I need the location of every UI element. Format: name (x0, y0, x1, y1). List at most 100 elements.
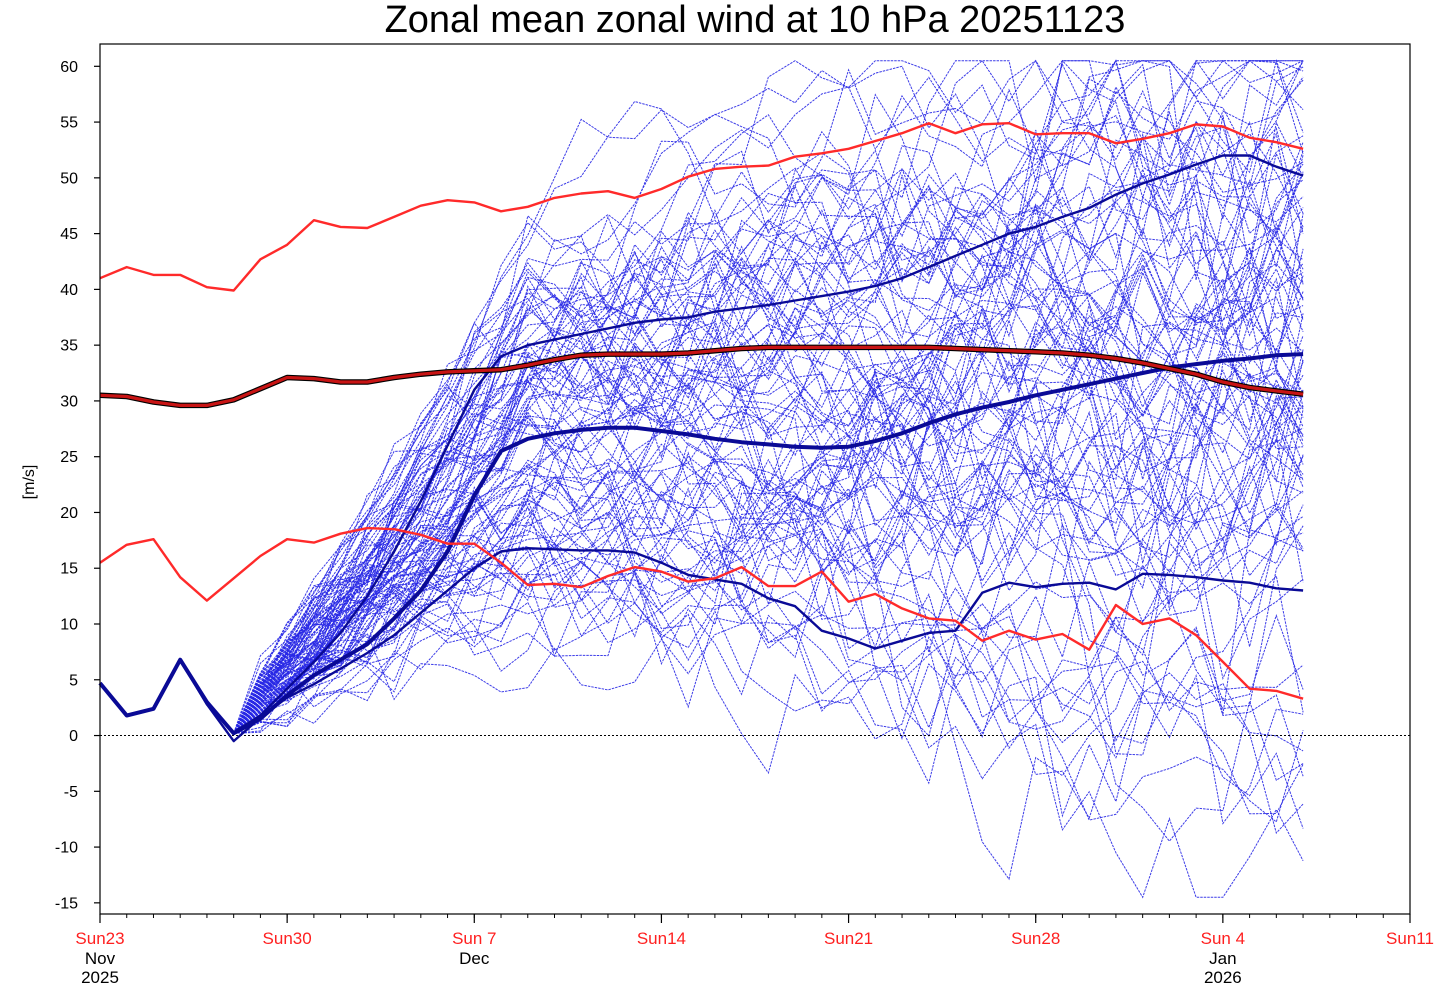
y-tick-label: -5 (64, 784, 78, 801)
ensemble-member-line (100, 120, 1304, 735)
ensemble-member-line (100, 460, 1304, 735)
x-tick-label: Sun23 (75, 929, 124, 948)
ensemble-member-line (100, 121, 1304, 735)
x-tick-month: Dec (459, 949, 490, 968)
ensemble-member-line (100, 257, 1304, 735)
ensemble-member-line (100, 263, 1304, 734)
ensemble-member-line (100, 60, 1304, 735)
ensemble-member-line (100, 475, 1304, 899)
x-tick-year: 2025 (81, 968, 119, 987)
x-tick-label: Sun11 (1386, 929, 1434, 948)
y-tick-label: 35 (60, 338, 78, 355)
ensemble-member-line (100, 427, 1304, 881)
ensemble-member-line (100, 301, 1304, 734)
y-tick-label: 10 (60, 617, 78, 634)
ensemble-member-line (100, 114, 1304, 735)
ensemble-member-line (100, 541, 1304, 735)
y-tick-label: -10 (55, 840, 78, 857)
y-tick-label: 55 (60, 115, 78, 132)
ensemble-member-line (100, 227, 1304, 735)
ensemble-member-line (100, 208, 1304, 735)
ensemble-member-line (100, 505, 1304, 829)
ensemble-member-line (100, 173, 1304, 735)
ensemble-member-line (100, 60, 1304, 735)
ensemble-member-line (100, 59, 1304, 735)
ensemble-member-line (100, 231, 1304, 735)
x-tick-month: Nov (85, 949, 116, 968)
ensemble-member-line (100, 60, 1304, 735)
ensemble-member-line (100, 226, 1304, 735)
y-tick-label: 60 (60, 59, 78, 76)
ensemble-member-line (100, 415, 1304, 735)
ensemble-member-line (100, 129, 1304, 735)
ensemble-member-line (100, 59, 1304, 735)
x-tick-label: Sun 7 (452, 929, 496, 948)
y-tick-label: -15 (55, 895, 78, 912)
x-tick-label: Sun21 (824, 929, 873, 948)
ensemble-member-line (100, 114, 1304, 735)
x-tick-label: Sun28 (1011, 929, 1060, 948)
ensemble-member-line (100, 60, 1304, 735)
y-tick-label: 45 (60, 226, 78, 243)
ensemble-member-line (100, 512, 1304, 820)
series-member-high (99, 154, 1304, 734)
series-climatology-min (99, 526, 1304, 700)
ensemble-member-line (100, 194, 1304, 735)
ensemble-member-line (100, 80, 1304, 735)
ensemble-member-line (100, 59, 1304, 735)
y-axis-label: [m/s] (21, 465, 38, 500)
ensemble-member-line (100, 120, 1304, 735)
series-climatology-max (99, 122, 1304, 292)
x-tick-year: 2026 (1204, 968, 1242, 987)
ensemble-member-line (100, 471, 1304, 825)
y-tick-label: 40 (60, 282, 78, 299)
y-tick-label: 25 (60, 449, 78, 466)
ensemble-member-line (100, 382, 1304, 735)
chart-title: Zonal mean zonal wind at 10 hPa 20251123 (385, 0, 1126, 41)
series-climatology-mean (99, 345, 1304, 407)
ensemble-member-line (100, 396, 1304, 735)
ensemble-member-line (100, 321, 1304, 735)
ensemble-member-line (100, 402, 1304, 785)
series-member-low (99, 547, 1304, 743)
ensemble-member-line (100, 550, 1304, 818)
x-tick-label: Sun30 (263, 929, 312, 948)
y-tick-label: 15 (60, 561, 78, 578)
x-tick-label: Sun 4 (1201, 929, 1245, 948)
y-tick-label: 0 (69, 728, 78, 745)
ensemble-member-line (100, 60, 1304, 735)
y-tick-label: 30 (60, 393, 78, 410)
ensemble-member-line (100, 152, 1304, 735)
x-tick-month: Jan (1209, 949, 1236, 968)
ensemble-member-line (100, 168, 1304, 735)
ensemble-member-line (100, 269, 1304, 734)
ensemble-member-line (100, 127, 1304, 735)
ensemble-member-line (100, 292, 1304, 735)
series-ensemble-mean (98, 352, 1304, 736)
y-tick-label: 50 (60, 170, 78, 187)
ensemble-member-line (100, 58, 1304, 735)
y-tick-label: 5 (69, 672, 78, 689)
x-tick-label: Sun14 (637, 929, 686, 948)
ensemble-member-line (100, 313, 1304, 734)
ensemble-member-line (100, 417, 1304, 735)
ensemble-member-line (100, 63, 1304, 734)
ensemble-member-line (100, 59, 1304, 735)
ensemble-member-line (100, 361, 1304, 735)
ensemble-members (100, 58, 1304, 899)
ensemble-member-line (100, 546, 1304, 823)
climatology-layer (99, 122, 1304, 700)
ensemble-member-line (100, 113, 1304, 735)
ensemble-member-line (100, 350, 1304, 735)
ensemble-member-line (100, 139, 1304, 735)
ensemble-member-line (100, 260, 1304, 735)
plot-frame (99, 43, 1411, 915)
ensemble-highlight-layer (98, 154, 1304, 743)
ensemble-member-line (100, 421, 1304, 735)
ensemble-member-line (100, 327, 1304, 735)
ensemble-member-line (100, 154, 1304, 735)
y-tick-label: 20 (60, 505, 78, 522)
ensemble-member-line (100, 369, 1304, 734)
